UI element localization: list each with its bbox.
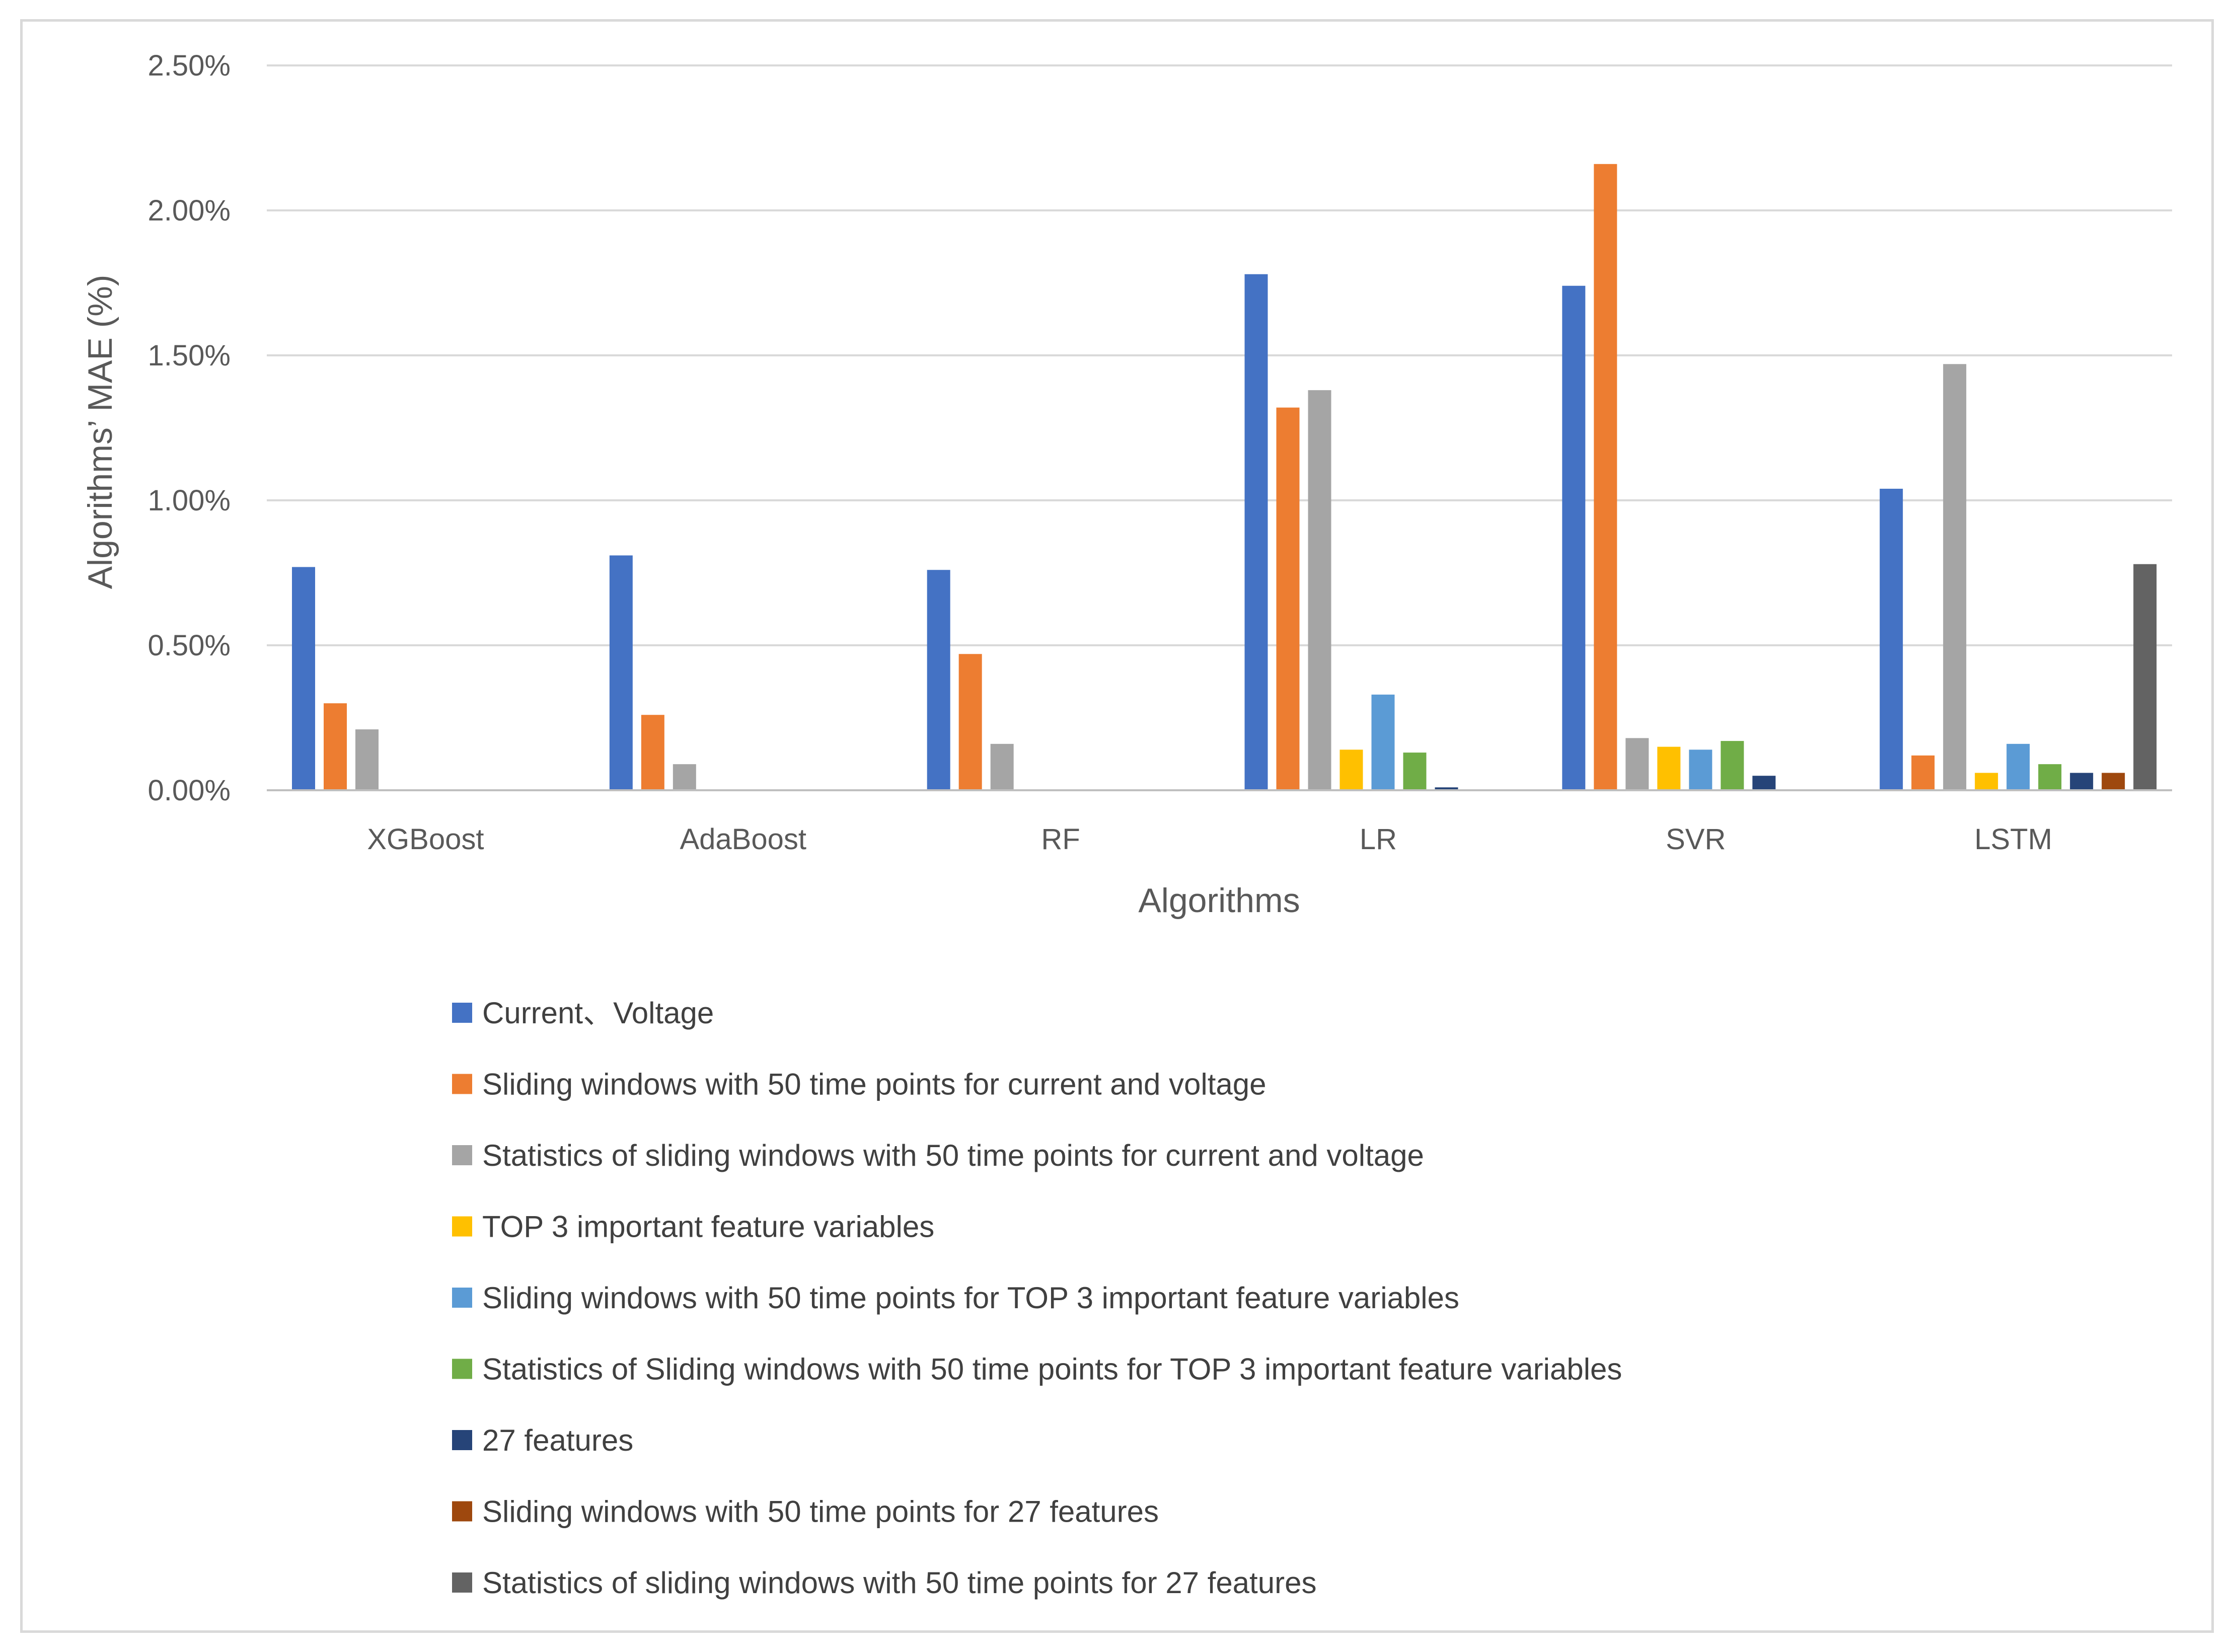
- bar: [324, 703, 347, 790]
- bar: [2070, 773, 2094, 790]
- y-tick-label: 0.00%: [148, 774, 231, 807]
- bar: [609, 555, 633, 790]
- bar: [927, 570, 950, 790]
- legend-label: Sliding windows with 50 time points for …: [482, 1281, 1459, 1315]
- x-tick-label: SVR: [1666, 823, 1726, 856]
- legend-label: Statistics of sliding windows with 50 ti…: [482, 1566, 1316, 1600]
- bar: [355, 729, 379, 790]
- bar: [1244, 274, 1268, 790]
- legend-label: Statistics of Sliding windows with 50 ti…: [482, 1353, 1622, 1386]
- y-tick-label: 2.50%: [148, 49, 231, 82]
- bar: [1975, 773, 1998, 790]
- legend-label: Current、Voltage: [482, 996, 714, 1030]
- bar: [2038, 764, 2062, 790]
- x-axis-ticks: XGBoost AdaBoost RF LR SVR LSTM: [367, 823, 2052, 856]
- legend-swatch: [452, 1003, 472, 1023]
- legend-label: 27 features: [482, 1423, 633, 1457]
- bar: [1308, 390, 1331, 790]
- bar: [1752, 776, 1776, 790]
- legend-label: TOP 3 important feature variables: [482, 1210, 934, 1244]
- y-axis-title: Algorithms’ MAE (%): [81, 275, 119, 589]
- legend-swatch: [452, 1074, 472, 1094]
- bar: [2133, 564, 2157, 790]
- y-tick-label: 1.50%: [148, 339, 231, 372]
- bar: [1562, 285, 1586, 790]
- chart-frame: [20, 19, 2214, 1633]
- legend-item: Sliding windows with 50 time points for …: [452, 1068, 1266, 1101]
- legend-item: Statistics of sliding windows with 50 ti…: [452, 1566, 1316, 1600]
- legend-label: Statistics of sliding windows with 50 ti…: [482, 1139, 1424, 1172]
- bar: [1435, 787, 1458, 790]
- bar: [292, 567, 315, 790]
- legend-item: TOP 3 important feature variables: [452, 1210, 934, 1244]
- legend-label: Sliding windows with 50 time points for …: [482, 1495, 1159, 1529]
- legend: Current、Voltage Sliding windows with 50 t…: [452, 996, 1622, 1600]
- bar: [641, 715, 664, 790]
- bar: [990, 743, 1014, 790]
- bar: [1625, 738, 1649, 790]
- bar: [2006, 743, 2030, 790]
- legend-swatch: [452, 1501, 472, 1522]
- x-tick-label: AdaBoost: [680, 823, 806, 856]
- bar: [1403, 753, 1427, 790]
- bar: [2102, 773, 2125, 790]
- x-tick-label: RF: [1041, 823, 1080, 856]
- bar: [1339, 749, 1363, 790]
- bars: [292, 164, 2157, 791]
- x-axis-title: Algorithms: [1138, 881, 1300, 920]
- legend-item: Sliding windows with 50 time points for …: [452, 1495, 1159, 1529]
- y-tick-label: 2.00%: [148, 194, 231, 227]
- legend-item: 27 features: [452, 1423, 633, 1457]
- bar: [1594, 164, 1617, 791]
- gridlines: [267, 64, 2172, 646]
- legend-swatch: [452, 1145, 472, 1165]
- bar: [1911, 755, 1935, 790]
- bar: [1689, 749, 1712, 790]
- legend-item: Current、Voltage: [452, 996, 714, 1030]
- y-tick-label: 1.00%: [148, 484, 231, 517]
- legend-swatch: [452, 1216, 472, 1237]
- bar: [673, 764, 696, 790]
- y-tick-label: 0.50%: [148, 629, 231, 662]
- bar: [1657, 746, 1681, 790]
- bar: [1276, 407, 1300, 790]
- legend-item: Statistics of Sliding windows with 50 ti…: [452, 1353, 1622, 1386]
- bar: [1943, 364, 1967, 790]
- x-tick-label: LSTM: [1974, 823, 2052, 856]
- legend-item: Statistics of sliding windows with 50 ti…: [452, 1139, 1424, 1172]
- bar: [1880, 488, 1903, 790]
- legend-swatch: [452, 1359, 472, 1379]
- legend-item: Sliding windows with 50 time points for …: [452, 1281, 1459, 1315]
- x-tick-label: XGBoost: [367, 823, 484, 856]
- legend-swatch: [452, 1288, 472, 1308]
- legend-swatch: [452, 1430, 472, 1450]
- y-axis-ticks: 0.00% 0.50% 1.00% 1.50% 2.00% 2.50%: [148, 49, 231, 807]
- bar: [1721, 741, 1744, 790]
- legend-swatch: [452, 1572, 472, 1593]
- bar: [1371, 694, 1395, 790]
- bar: [958, 654, 982, 790]
- x-tick-label: LR: [1360, 823, 1397, 856]
- legend-label: Sliding windows with 50 time points for …: [482, 1068, 1266, 1101]
